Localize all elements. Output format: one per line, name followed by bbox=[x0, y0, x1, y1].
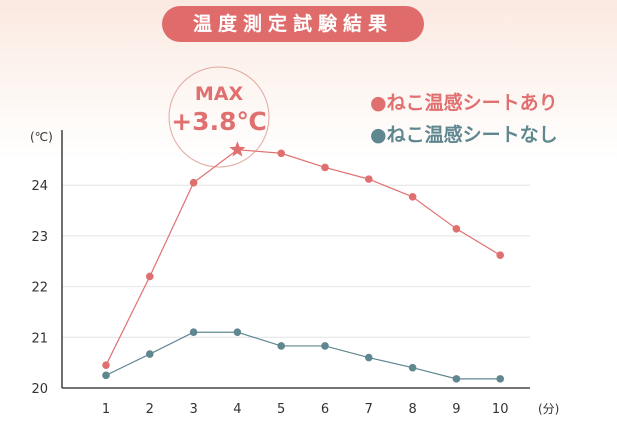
data-point bbox=[321, 342, 329, 350]
data-point bbox=[189, 328, 198, 337]
max-label: MAX bbox=[195, 83, 244, 105]
max-annotation-circle bbox=[168, 66, 270, 168]
series-line-1 bbox=[105, 149, 501, 366]
data-point bbox=[452, 225, 461, 233]
series-line-2 bbox=[105, 331, 501, 380]
y-tick-label: 24 bbox=[31, 179, 48, 194]
chart-title: 温度測定試験結果 bbox=[162, 6, 424, 42]
x-tick-label: 8 bbox=[408, 402, 416, 417]
y-tick-label: 20 bbox=[31, 382, 48, 397]
data-point bbox=[496, 375, 505, 383]
x-tick-label: 1 bbox=[102, 402, 110, 417]
data-point bbox=[408, 363, 417, 372]
data-point bbox=[189, 178, 198, 187]
x-tick-label: 3 bbox=[189, 402, 197, 417]
data-point bbox=[146, 272, 154, 281]
x-tick-label: 10 bbox=[492, 402, 509, 417]
data-point bbox=[496, 251, 505, 259]
x-tick-label: 7 bbox=[365, 402, 373, 417]
x-axis-label: (分) bbox=[538, 402, 559, 416]
x-tick-label: 6 bbox=[321, 402, 329, 417]
y-axis-label: (℃) bbox=[30, 130, 53, 144]
data-point bbox=[277, 149, 286, 158]
x-tick-label: 5 bbox=[277, 402, 285, 417]
data-point bbox=[365, 175, 373, 183]
max-value: +3.8℃ bbox=[171, 107, 267, 136]
y-tick-label: 22 bbox=[31, 281, 48, 296]
legend-without-sheet: ●ねこ温感シートなし bbox=[370, 124, 558, 146]
x-tick-label: 4 bbox=[233, 402, 241, 417]
x-tick-label: 2 bbox=[146, 402, 154, 417]
data-point bbox=[146, 350, 154, 358]
data-point bbox=[321, 163, 329, 172]
data-point bbox=[452, 375, 461, 383]
data-point bbox=[277, 342, 286, 350]
data-point bbox=[408, 193, 417, 201]
y-tick-label: 23 bbox=[31, 230, 48, 245]
data-point bbox=[365, 353, 373, 362]
data-point bbox=[233, 328, 242, 337]
x-tick-label: 9 bbox=[452, 402, 460, 417]
data-point bbox=[102, 361, 110, 369]
y-tick-label: 21 bbox=[31, 331, 48, 346]
max-star-marker bbox=[229, 141, 246, 157]
legend-with-sheet: ●ねこ温感シートあり bbox=[370, 92, 558, 114]
data-point bbox=[102, 371, 110, 380]
